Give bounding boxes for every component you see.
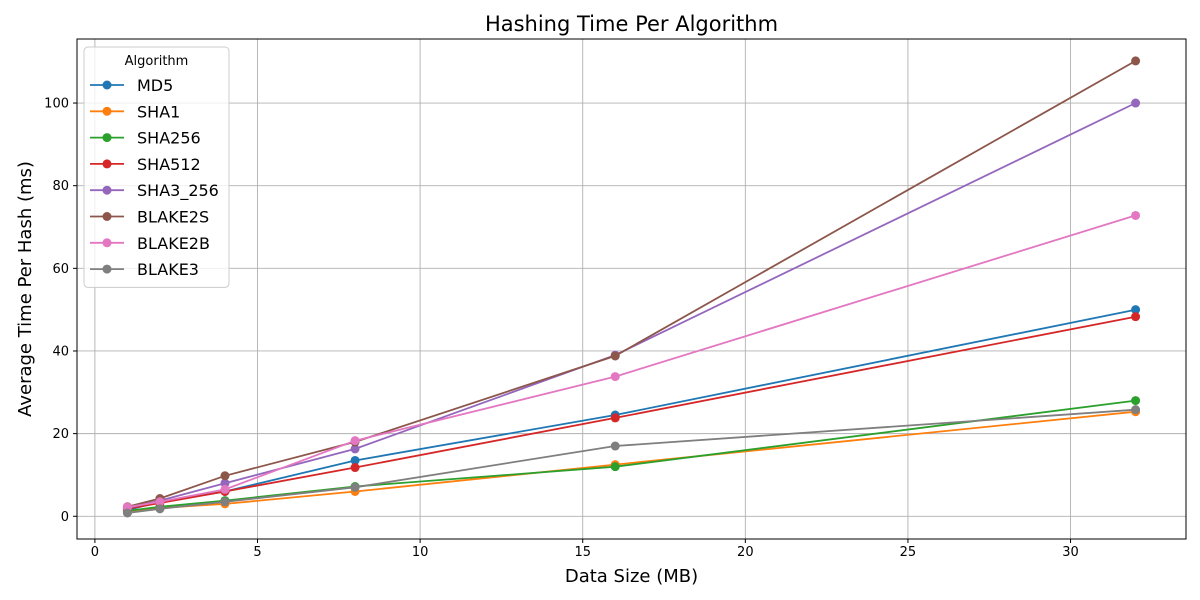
x-tick-label: 20	[737, 545, 754, 560]
legend-swatch-marker	[102, 159, 112, 169]
legend-item-blake2b: BLAKE2B	[90, 234, 210, 253]
x-tick-label: 10	[412, 545, 429, 560]
grid	[77, 39, 1186, 539]
data-point	[1131, 312, 1141, 322]
data-point	[220, 497, 230, 507]
x-axis-title: Data Size (MB)	[565, 566, 698, 587]
data-point	[350, 436, 360, 446]
y-tick-label: 100	[44, 97, 69, 112]
series-line	[127, 214, 1136, 509]
legend-label: SHA1	[137, 102, 180, 121]
legend-label: SHA3_256	[137, 181, 219, 201]
legend-swatch-marker	[102, 185, 112, 195]
data-point	[350, 463, 360, 473]
data-point	[1131, 98, 1141, 108]
legend-item-sha512: SHA512	[90, 155, 201, 174]
y-tick-label: 80	[52, 179, 69, 194]
data-point	[350, 444, 360, 454]
legend-swatch-marker	[102, 106, 112, 116]
legend-swatch-marker	[102, 80, 112, 90]
data-point	[155, 504, 165, 514]
series-line	[127, 315, 1136, 510]
series-line	[127, 399, 1136, 512]
legend-label: BLAKE3	[137, 260, 199, 279]
ticks: 0 5 10 15 20 25 30 0 20 40 60 80 100	[44, 97, 1079, 560]
legend-swatch-marker	[102, 264, 112, 274]
series-line	[127, 60, 1137, 508]
y-axis-title: Average Time Per Hash (ms)	[15, 161, 36, 417]
data-point	[1131, 405, 1141, 415]
data-point	[1131, 56, 1141, 66]
legend-title: Algorithm	[125, 54, 189, 69]
legend: Algorithm MD5 SHA1 SHA256 SHA512 SHA3_256 BLA…	[83, 46, 230, 288]
x-tick-label: 30	[1062, 545, 1079, 560]
data-point	[1131, 305, 1141, 315]
chart-title: Hashing Time Per Algorithm	[485, 12, 778, 36]
legend-box	[83, 46, 230, 288]
legend-label: MD5	[137, 76, 173, 95]
data-point	[220, 471, 230, 481]
data-point	[610, 413, 620, 423]
data-point	[220, 484, 230, 494]
legend-swatch-marker	[102, 133, 112, 143]
legend-items: MD5 SHA1 SHA256 SHA512 SHA3_256 BLAKE2S BLAKE2…	[90, 76, 219, 279]
data-point	[1131, 210, 1141, 220]
legend-item-sha256: SHA256	[90, 129, 201, 148]
x-tick-label: 25	[900, 545, 917, 560]
plot-area-frame	[76, 38, 1187, 540]
legend-label: SHA256	[137, 129, 201, 148]
x-tick-label: 5	[253, 545, 261, 560]
legend-swatch-marker	[102, 212, 112, 221]
legend-item-sha3_256: SHA3_256	[90, 181, 219, 201]
x-tick-label: 15	[574, 545, 591, 560]
data-point	[610, 372, 620, 382]
series-layer	[122, 56, 1141, 518]
legend-label: SHA512	[137, 155, 201, 174]
series-line	[127, 408, 1136, 514]
legend-item-blake2s: BLAKE2S	[90, 208, 209, 227]
y-tick-label: 0	[61, 510, 69, 525]
data-point	[350, 455, 360, 465]
legend-item-sha1: SHA1	[90, 102, 180, 121]
x-tick-label: 0	[91, 545, 99, 560]
data-point	[350, 482, 360, 492]
data-point	[610, 462, 620, 472]
data-point	[122, 508, 132, 518]
legend-label: BLAKE2S	[137, 208, 209, 227]
data-point	[610, 351, 620, 361]
data-point	[610, 441, 620, 451]
y-tick-label: 40	[52, 344, 69, 359]
data-point	[220, 478, 230, 488]
legend-item-blake3: BLAKE3	[90, 260, 199, 279]
legend-swatch-marker	[102, 238, 112, 248]
data-point	[155, 497, 165, 507]
y-tick-label: 60	[52, 262, 69, 277]
legend-item-md5: MD5	[90, 76, 173, 95]
legend-label: BLAKE2B	[137, 234, 210, 253]
data-point	[1131, 396, 1141, 406]
series-blake3	[122, 405, 1141, 518]
y-tick-label: 20	[52, 427, 69, 442]
